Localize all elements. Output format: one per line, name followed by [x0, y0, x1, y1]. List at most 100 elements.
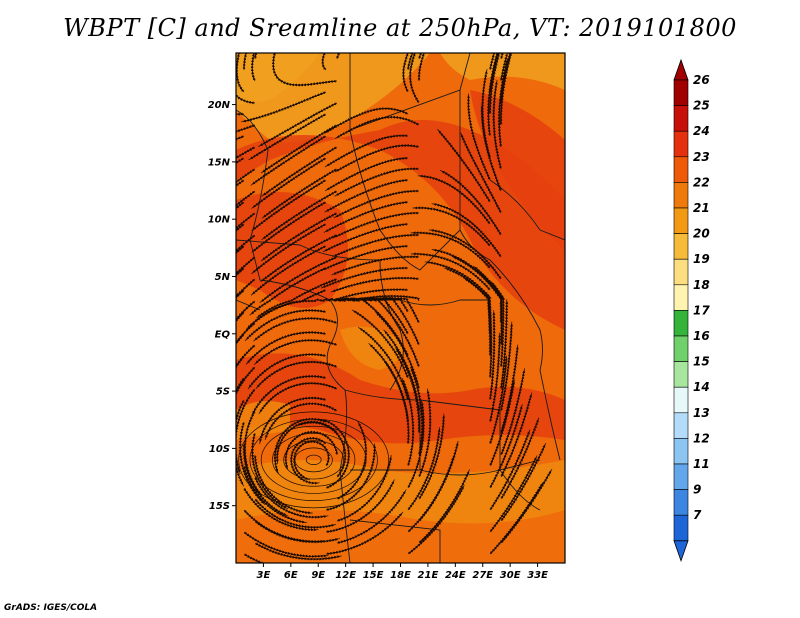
- colorbar-swatch: [673, 258, 689, 286]
- chart-title: WBPT [C] and Sreamline at 250hPa, VT: 20…: [63, 14, 737, 42]
- colorbar-swatch: [673, 412, 689, 439]
- colorbar-swatch: [673, 489, 689, 516]
- streamline: [236, 53, 245, 93]
- colorbar-label: 12: [693, 431, 710, 445]
- streamline: [236, 399, 245, 487]
- colorbar-label: 11: [693, 457, 710, 471]
- streamline: [236, 234, 256, 254]
- streamline: [236, 289, 245, 302]
- colorbar-label: 23: [693, 150, 710, 164]
- colorbar-swatch: [673, 514, 689, 542]
- lat-tick-label: 15S: [209, 501, 230, 512]
- colorbar-swatch: [673, 207, 689, 234]
- lon-tick-label: 33E: [527, 570, 548, 581]
- colorbar-label: 17: [693, 303, 710, 317]
- streamline: [236, 311, 245, 325]
- vortex-streamline: [238, 411, 390, 509]
- colorbar-label: 19: [693, 252, 710, 266]
- streamline: [243, 553, 273, 563]
- streamline: [236, 179, 245, 189]
- streamline: [236, 135, 245, 141]
- vortex-streamline: [294, 447, 333, 473]
- vortex-streamline: [260, 425, 367, 494]
- lon-tick-label: 15E: [363, 570, 384, 581]
- lon-tick-label: 30E: [500, 570, 521, 581]
- colorbar-top-arrow: [673, 58, 689, 81]
- lon-tick-label: 18E: [390, 570, 411, 581]
- lon-tick-label: 12E: [335, 570, 356, 581]
- lat-tick-label: 5S: [216, 387, 230, 398]
- colorbar-swatch: [673, 284, 689, 311]
- vortex-streamline: [283, 440, 345, 480]
- vortex-streamline: [272, 433, 356, 487]
- colorbar-swatch: [673, 105, 689, 132]
- streamline: [489, 481, 544, 555]
- colorbar-swatch: [673, 79, 689, 106]
- streamline: [408, 53, 420, 104]
- colorbar-swatch: [673, 386, 689, 414]
- colorbar-label: 21: [693, 201, 710, 215]
- colorbar-swatch: [673, 310, 689, 337]
- colorbar-label: 26: [693, 73, 710, 87]
- streamline: [402, 53, 410, 93]
- streamline: [330, 276, 420, 293]
- lon-tick-label: 9E: [311, 570, 325, 581]
- temperature-field: [236, 53, 565, 563]
- colorbar-swatch: [673, 361, 689, 388]
- lon-tick-label: 3E: [257, 570, 271, 581]
- lon-axis: 3E 6E 9E 12E 15E 18E 21E 24E 27E 30E 33E: [257, 563, 548, 581]
- streamline: [236, 333, 245, 347]
- colorbar-swatch: [673, 438, 689, 465]
- lat-tick-label: 10N: [208, 215, 231, 226]
- colorbar-label: 13: [693, 406, 710, 420]
- colorbar-label: 20: [693, 227, 710, 241]
- streamline: [334, 115, 420, 140]
- colorbar-swatch: [673, 130, 689, 158]
- streamline: [236, 223, 245, 233]
- colorbar-label: 24: [693, 124, 710, 138]
- colorbar: 26 25 24 23 22 21 20 19 18 17 16 15 14 13 12 11 9 7: [673, 58, 710, 563]
- lon-tick-label: 6E: [284, 570, 298, 581]
- colorbar-label: 18: [693, 278, 710, 292]
- streamline: [407, 484, 465, 555]
- streamline: [236, 267, 245, 278]
- colorbar-swatch: [673, 233, 689, 260]
- credit-label: GrADS: IGES/COLA: [4, 603, 98, 613]
- colorbar-swatch: [673, 335, 689, 362]
- streamlines: [236, 53, 553, 563]
- colorbar-label: 7: [693, 508, 702, 522]
- colorbar-swatch: [673, 182, 689, 209]
- colorbar-label: 25: [693, 99, 710, 113]
- streamline: [236, 88, 256, 105]
- border-line: [539, 369, 561, 461]
- lat-tick-label: 10S: [209, 444, 230, 455]
- lat-tick-label: EQ: [215, 329, 231, 340]
- colorbar-label: 15: [693, 355, 710, 369]
- streamline: [236, 190, 256, 209]
- streamline: [236, 201, 245, 211]
- lat-axis: 20N 15N 10N 5N EQ 5S 10S 15S: [208, 100, 236, 512]
- streamline: [236, 355, 245, 373]
- streamline: [254, 542, 342, 561]
- lon-tick-label: 21E: [418, 570, 439, 581]
- lon-tick-label: 27E: [472, 570, 493, 581]
- colorbar-label: 16: [693, 329, 710, 343]
- streamline: [264, 402, 338, 441]
- colorbar-label: 9: [693, 483, 701, 497]
- lat-tick-label: 20N: [208, 100, 231, 111]
- colorbar-bottom-arrow: [673, 540, 689, 563]
- lon-tick-label: 24E: [445, 570, 466, 581]
- vortex-streamline: [305, 454, 322, 466]
- colorbar-label: 22: [693, 175, 710, 189]
- vortex-streamline: [249, 418, 378, 502]
- colorbar-swatch: [673, 463, 689, 490]
- colorbar-swatch: [673, 156, 689, 183]
- lat-tick-label: 5N: [215, 272, 231, 283]
- streamline: [236, 157, 245, 166]
- streamline: [250, 53, 256, 82]
- colorbar-label: 14: [693, 380, 710, 394]
- streamline: [236, 146, 256, 160]
- streamline: [236, 212, 256, 232]
- streamline: [271, 53, 338, 87]
